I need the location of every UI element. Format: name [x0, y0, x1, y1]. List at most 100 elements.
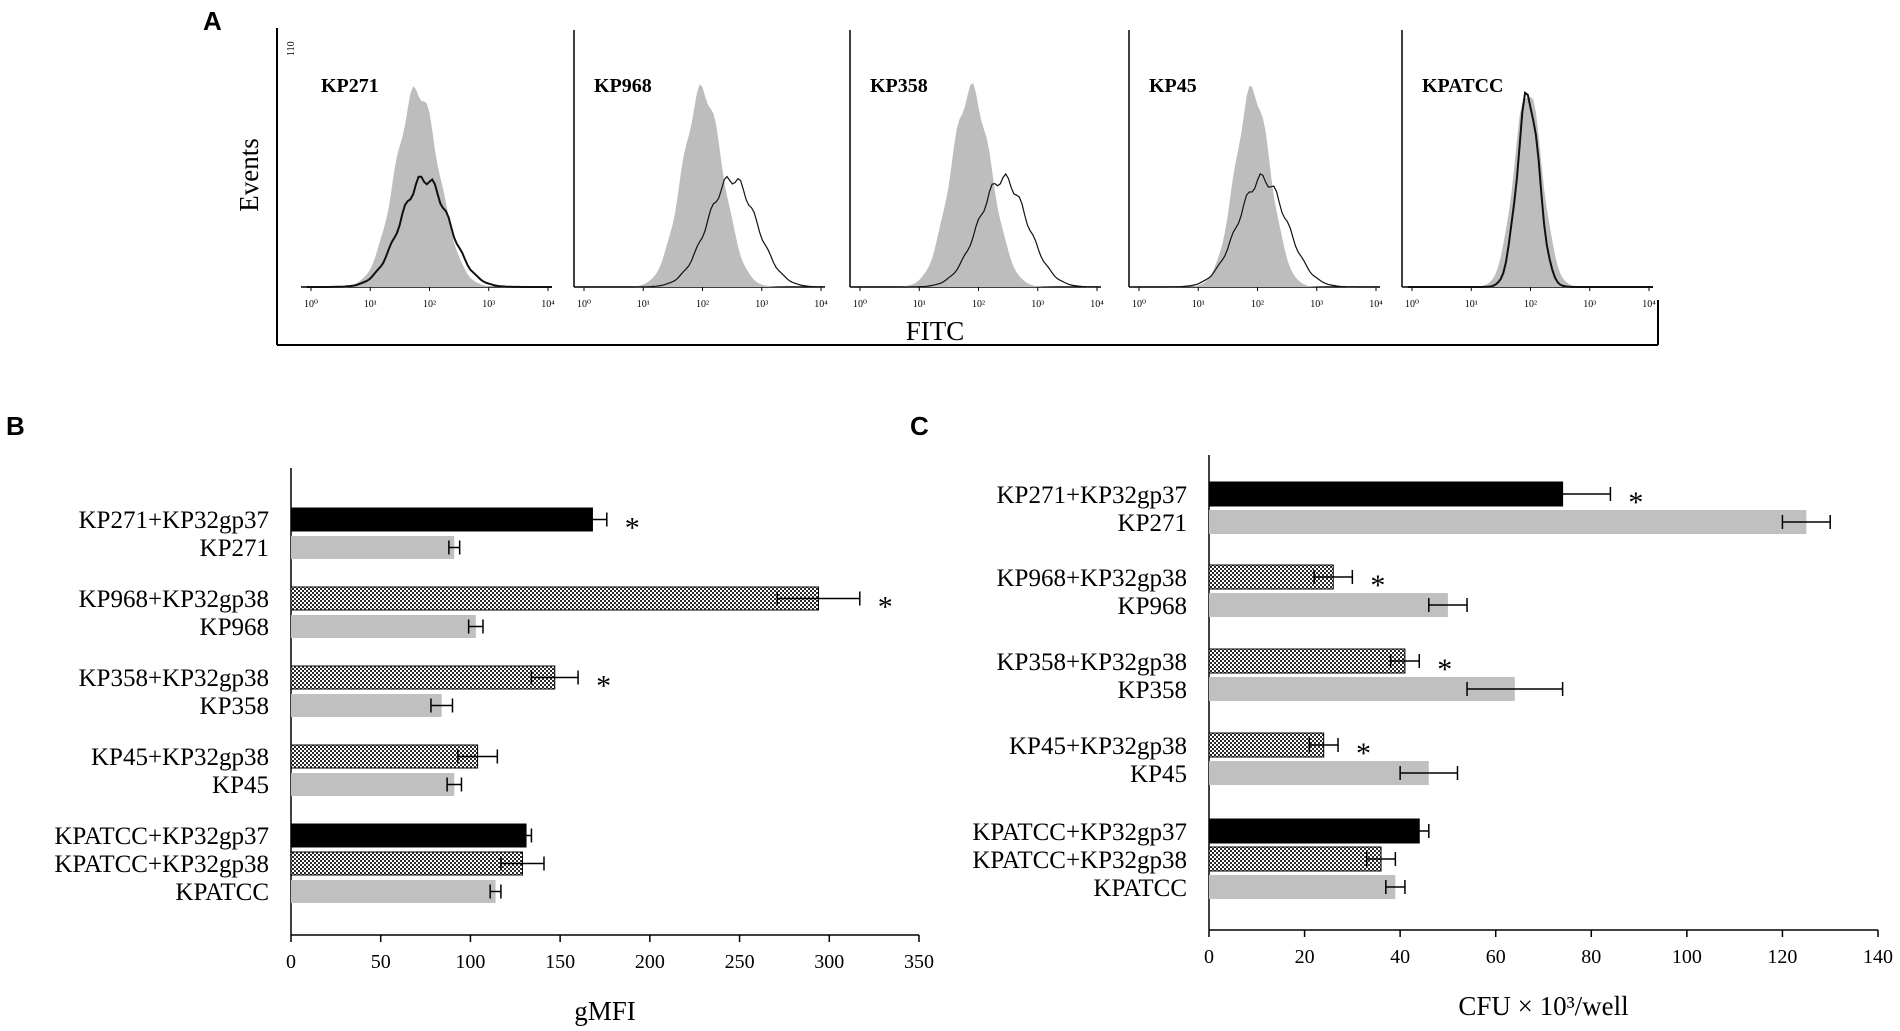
category-label-kpatcc: KPATCC	[1093, 875, 1187, 902]
x-tick-label: 20	[1295, 946, 1315, 968]
histogram-tick-label: 10⁴	[1090, 299, 1104, 310]
significance-star-kp358-kp32gp38: *	[596, 670, 611, 703]
x-tick-label: 140	[1863, 946, 1893, 968]
histogram-control-area	[307, 86, 552, 287]
x-axis-title: CFU × 10³/well	[1458, 991, 1628, 1021]
panel-c: 0 20 40 60 80 100 120 140 CFU × 10³/well KP271+KP…	[972, 455, 1893, 1021]
histogram-label: KP271	[321, 75, 379, 97]
category-label-kp271: KP271	[200, 535, 269, 562]
bar-kpatcc-kp32gp37	[290, 823, 527, 848]
category-label-kp45: KP45	[1130, 761, 1187, 788]
histogram-tick-label: 10⁰	[1132, 299, 1146, 310]
histogram-tick-label: 10¹	[913, 299, 926, 310]
category-label-kpatcc-kp32gp37: KPATCC+KP32gp37	[54, 823, 269, 850]
bar-kpatcc-kp32gp38	[290, 851, 523, 876]
histogram-kp45: KP45 10⁰ 10¹ 10² 10³ 10⁴	[1128, 30, 1383, 310]
category-label-kp45-kp32gp38: KP45+KP32gp38	[1009, 733, 1187, 760]
x-tick-label: 120	[1767, 946, 1797, 968]
panel-b-letter: B	[6, 411, 25, 441]
histogram-sample-line	[1135, 173, 1380, 288]
histogram-tick-label: 10¹	[1192, 299, 1205, 310]
bar-kpatcc-kp32gp38	[1208, 846, 1382, 872]
category-label-kp968: KP968	[1118, 593, 1187, 620]
bar-kp271	[291, 536, 455, 559]
category-label-kpatcc-kp32gp38: KPATCC+KP32gp38	[972, 847, 1187, 874]
category-label-kp968-kp32gp38: KP968+KP32gp38	[78, 586, 269, 613]
histogram-kp358: KP358 10⁰ 10¹ 10² 10³ 10⁴	[849, 30, 1104, 310]
histogram-tick-label: 10¹	[1465, 299, 1478, 310]
histogram-kpatcc: KPATCC 10⁰ 10¹ 10² 10³ 10⁴	[1401, 30, 1656, 310]
histogram-kp968: KP968 10⁰ 10¹ 10² 10³ 10⁴	[573, 30, 828, 310]
significance-star-kp968-kp32gp38: *	[878, 591, 893, 624]
category-label-kp271-kp32gp37: KP271+KP32gp37	[996, 482, 1187, 509]
bar-kp271-kp32gp37	[1208, 481, 1564, 507]
histogram-label: KPATCC	[1422, 75, 1503, 97]
category-label-kp968: KP968	[200, 614, 269, 641]
bar-kp45-kp32gp38	[1208, 732, 1325, 758]
x-tick-label: 300	[814, 951, 844, 973]
histogram-tick-label: 10⁰	[577, 299, 591, 310]
category-label-kpatcc: KPATCC	[175, 879, 269, 906]
histogram-tick-label: 10⁰	[853, 299, 867, 310]
histogram-tick-label: 10⁴	[541, 299, 555, 310]
histogram-tick-label: 10²	[696, 299, 709, 310]
histogram-container: KP271 10⁰ 10¹ 10² 10³ 10⁴ KP968 10⁰ 10¹ 10² 10³ 10⁴…	[301, 30, 1656, 310]
category-label-kp271-kp32gp37: KP271+KP32gp37	[78, 507, 269, 534]
histogram-tick-label: 10²	[1251, 299, 1264, 310]
histogram-control-area	[1408, 96, 1653, 287]
bar-kp271-kp32gp37	[290, 507, 593, 532]
category-label-kp358-kp32gp38: KP358+KP32gp38	[996, 649, 1187, 676]
histogram-tick-label: 10³	[1583, 299, 1596, 310]
x-tick-label: 50	[371, 951, 391, 973]
histogram-tick-label: 10²	[972, 299, 985, 310]
panel-a-xlabel: FITC	[906, 316, 965, 346]
bar-kp358-kp32gp38	[290, 665, 556, 690]
histogram-tick-label: 10³	[755, 299, 768, 310]
x-tick-label: 0	[1204, 946, 1214, 968]
bar-kp968-kp32gp38	[290, 586, 820, 611]
category-label-kp271: KP271	[1118, 510, 1187, 537]
histogram-control-area	[856, 83, 1101, 287]
x-tick-label: 150	[545, 951, 575, 973]
histogram-sample-line	[856, 172, 1101, 288]
bar-kp45	[1209, 761, 1429, 785]
histogram-tick-label: 10⁴	[1369, 299, 1383, 310]
histogram-label: KP45	[1149, 75, 1197, 97]
category-label-kp358-kp32gp38: KP358+KP32gp38	[78, 665, 269, 692]
category-label-kp358: KP358	[200, 693, 269, 720]
bar-kpatcc-kp32gp37	[1208, 818, 1420, 844]
histogram-tick-label: 10¹	[364, 299, 377, 310]
panel-b: 0 50 100 150 200 250 300 350 gMFI KP271+KP32gp37 *…	[54, 468, 934, 1026]
bar-kp45	[291, 773, 455, 796]
histogram-sample-line	[580, 175, 825, 288]
bar-kp358	[1209, 677, 1515, 701]
x-tick-label: 80	[1581, 946, 1601, 968]
bar-kp271	[1209, 510, 1807, 534]
panel-a-letter: A	[203, 6, 222, 36]
category-label-kpatcc-kp32gp37: KPATCC+KP32gp37	[972, 819, 1187, 846]
histogram-label: KP968	[594, 75, 652, 97]
histogram-tick-label: 10³	[482, 299, 495, 310]
bar-kpatcc	[291, 880, 496, 903]
x-axis-title: gMFI	[574, 996, 636, 1026]
x-tick-label: 350	[904, 951, 934, 973]
x-tick-label: 60	[1486, 946, 1506, 968]
histogram-sample-line	[1408, 90, 1653, 288]
bar-kp358-kp32gp38	[1208, 648, 1406, 674]
category-label-kp45: KP45	[212, 772, 269, 799]
histogram-tick-label: 10²	[423, 299, 436, 310]
x-tick-label: 250	[725, 951, 755, 973]
category-label-kp45-kp32gp38: KP45+KP32gp38	[91, 744, 269, 771]
bar-kp968	[291, 615, 476, 638]
histogram-tick-label: 10²	[1524, 299, 1537, 310]
panel-c-letter: C	[910, 411, 929, 441]
histogram-tick-label: 10¹	[637, 299, 650, 310]
panel-a-ylabel: Events	[234, 138, 264, 212]
histogram-control-area	[580, 84, 825, 287]
bar-kp358	[291, 694, 442, 717]
histogram-kp271: KP271 10⁰ 10¹ 10² 10³ 10⁴	[301, 75, 555, 310]
bar-kp968	[1209, 593, 1448, 617]
category-label-kpatcc-kp32gp38: KPATCC+KP32gp38	[54, 851, 269, 878]
